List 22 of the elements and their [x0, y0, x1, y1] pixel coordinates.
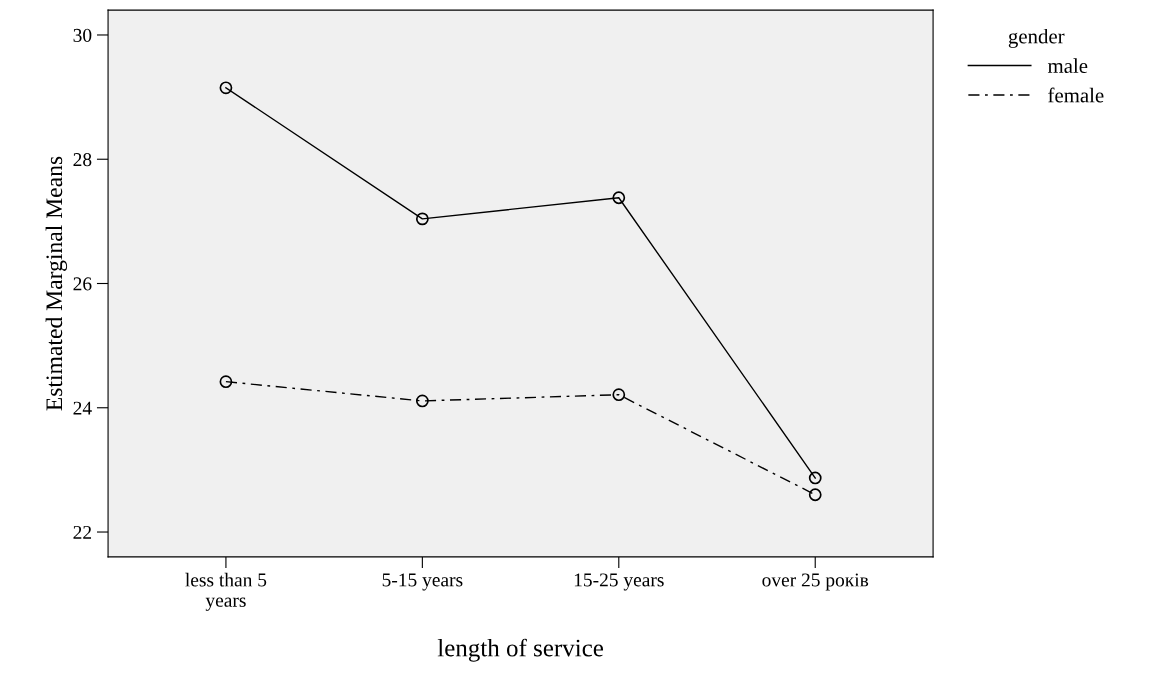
- x-tick-label: 15-25 years: [574, 573, 664, 591]
- y-tick-label: 24: [73, 401, 92, 415]
- x-axis-title: length of service: [437, 638, 604, 662]
- point: [415, 212, 429, 226]
- x-tick-label: 5-15 years: [382, 573, 463, 591]
- y-tick-label: 30: [73, 28, 92, 42]
- y-tick-label: 28: [73, 153, 92, 167]
- y-axis-title: Estimated Marginal Means: [45, 156, 68, 411]
- point: [612, 388, 626, 402]
- point: [415, 394, 429, 408]
- point: [219, 375, 233, 389]
- y-tick-label: 22: [73, 525, 92, 539]
- point: [219, 81, 233, 95]
- x-tick-label: over 25 років: [762, 573, 869, 591]
- legend-label: male: [1047, 58, 1088, 74]
- legend-label: female: [1048, 87, 1104, 103]
- y-tick-label: 26: [73, 277, 92, 291]
- legend-title: gender: [1008, 28, 1065, 48]
- x-tick-label: less than 5 years: [185, 572, 267, 611]
- point: [612, 191, 626, 205]
- point: [808, 488, 822, 502]
- point: [808, 471, 822, 485]
